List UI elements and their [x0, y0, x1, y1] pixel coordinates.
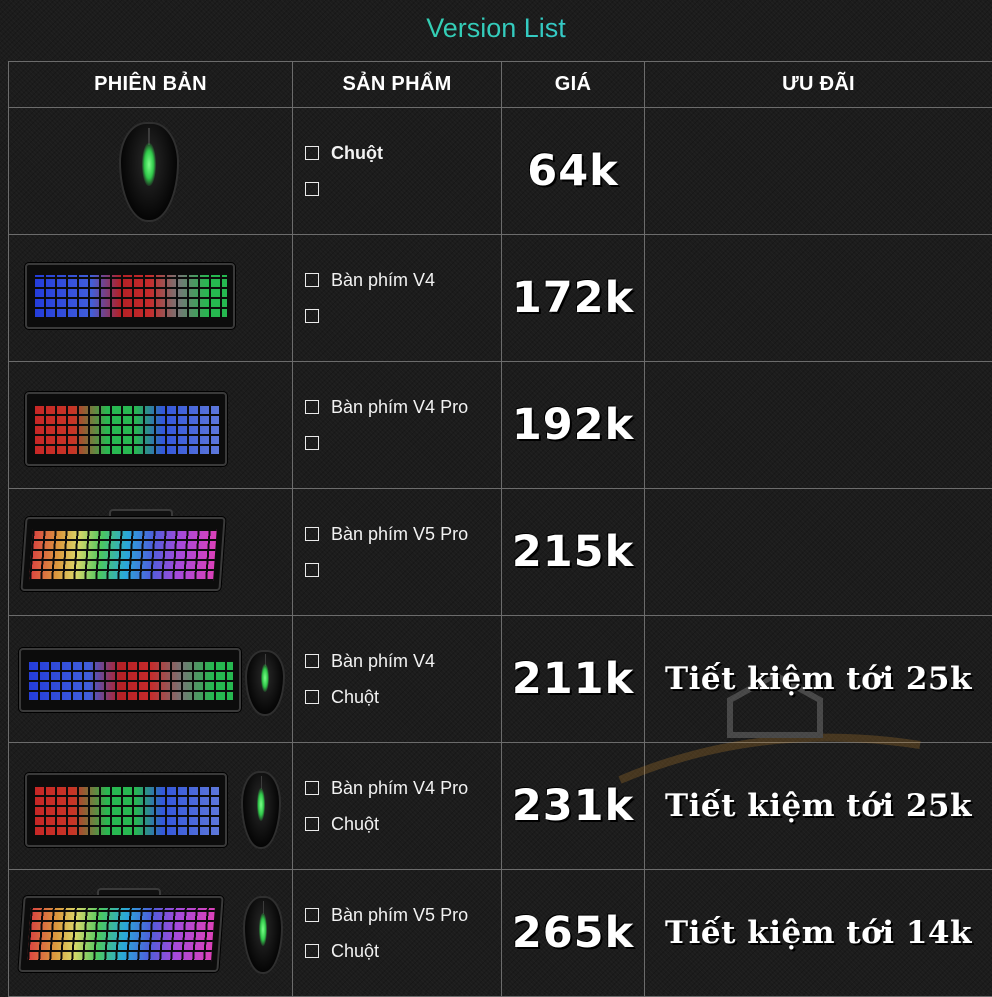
- header-version: PHIÊN BẢN: [9, 62, 293, 108]
- deal-cell: [645, 362, 992, 489]
- keyboard-image: [25, 263, 235, 329]
- keyboard-image: [20, 517, 225, 591]
- product-checkbox[interactable]: [305, 817, 319, 831]
- keyboard-image: [25, 392, 227, 466]
- product-checkbox[interactable]: [305, 527, 319, 541]
- product-label: Bàn phím V4: [331, 270, 435, 291]
- deal-cell: Tiết kiệm tới 25k: [645, 616, 992, 743]
- keyboard-image: [18, 896, 223, 972]
- product-label: Chuột: [331, 941, 379, 962]
- table-row: Bàn phím V4 Pro Chuột 231k Tiết kiệm tới…: [9, 743, 992, 870]
- deal-text: Tiết kiệm tới 25k: [665, 788, 972, 824]
- page-title: Version List: [0, 8, 992, 48]
- table-row: Bàn phím V4 172k: [9, 235, 992, 362]
- deal-cell: Tiết kiệm tới 14k: [645, 870, 992, 997]
- price-value: 215k: [502, 489, 645, 616]
- mouse-image: [119, 122, 179, 222]
- table-row: Bàn phím V5 Pro 215k: [9, 489, 992, 616]
- table-row: Bàn phím V4 Chuột 211k Tiết kiệm tới 25k: [9, 616, 992, 743]
- product-label: Bàn phím V4: [331, 651, 435, 672]
- mouse-image: [241, 771, 281, 849]
- table-row: Chuột 64k: [9, 108, 992, 235]
- product-label: Chuột: [331, 814, 379, 835]
- price-value: 192k: [502, 362, 645, 489]
- table-row: Bàn phím V5 Pro Chuột 265k Tiết kiệm tới…: [9, 870, 992, 997]
- product-image-cell: [9, 743, 293, 870]
- product-checkbox[interactable]: [305, 944, 319, 958]
- product-image-cell: [9, 235, 293, 362]
- product-checkbox[interactable]: [305, 563, 319, 577]
- price-value: 231k: [502, 743, 645, 870]
- product-checkbox[interactable]: [305, 690, 319, 704]
- product-label: Bàn phím V5 Pro: [331, 524, 468, 545]
- product-checkbox[interactable]: [305, 146, 319, 160]
- product-cell: Bàn phím V4: [293, 235, 502, 362]
- deal-cell: [645, 489, 992, 616]
- deal-text: Tiết kiệm tới 25k: [665, 661, 972, 697]
- product-checkbox[interactable]: [305, 654, 319, 668]
- product-image-cell: [9, 489, 293, 616]
- product-label: Bàn phím V4 Pro: [331, 778, 468, 799]
- table-header-row: PHIÊN BẢN SẢN PHẨM GIÁ ƯU ĐÃI: [9, 62, 992, 108]
- mouse-image: [245, 650, 285, 716]
- mouse-image: [243, 896, 283, 974]
- product-label: Bàn phím V4 Pro: [331, 397, 468, 418]
- product-checkbox[interactable]: [305, 309, 319, 323]
- product-checkbox[interactable]: [305, 182, 319, 196]
- keyboard-image: [25, 773, 227, 847]
- product-checkbox[interactable]: [305, 908, 319, 922]
- header-price: GIÁ: [502, 62, 645, 108]
- product-image-cell: [9, 362, 293, 489]
- product-checkbox[interactable]: [305, 781, 319, 795]
- product-cell: Chuột: [293, 108, 502, 235]
- deal-text: Tiết kiệm tới 14k: [665, 915, 972, 951]
- deal-cell: [645, 108, 992, 235]
- version-table: PHIÊN BẢN SẢN PHẨM GIÁ ƯU ĐÃI Chuột 64k: [8, 61, 992, 997]
- product-cell: Bàn phím V5 Pro Chuột: [293, 870, 502, 997]
- deal-cell: [645, 235, 992, 362]
- product-label: Chuột: [331, 687, 379, 708]
- product-checkbox[interactable]: [305, 436, 319, 450]
- product-image-cell: [9, 870, 293, 997]
- product-checkbox[interactable]: [305, 400, 319, 414]
- product-image-cell: [9, 616, 293, 743]
- price-value: 172k: [502, 235, 645, 362]
- product-cell: Bàn phím V4 Pro: [293, 362, 502, 489]
- price-value: 64k: [502, 108, 645, 235]
- product-cell: Bàn phím V4 Pro Chuột: [293, 743, 502, 870]
- table-row: Bàn phím V4 Pro 192k: [9, 362, 992, 489]
- product-label: Chuột: [331, 143, 383, 164]
- keyboard-image: [19, 648, 241, 712]
- product-cell: Bàn phím V4 Chuột: [293, 616, 502, 743]
- product-cell: Bàn phím V5 Pro: [293, 489, 502, 616]
- price-value: 211k: [502, 616, 645, 743]
- header-product: SẢN PHẨM: [293, 62, 502, 108]
- product-image-cell: [9, 108, 293, 235]
- header-deal: ƯU ĐÃI: [645, 62, 992, 108]
- product-label: Bàn phím V5 Pro: [331, 905, 468, 926]
- price-value: 265k: [502, 870, 645, 997]
- deal-cell: Tiết kiệm tới 25k: [645, 743, 992, 870]
- product-checkbox[interactable]: [305, 273, 319, 287]
